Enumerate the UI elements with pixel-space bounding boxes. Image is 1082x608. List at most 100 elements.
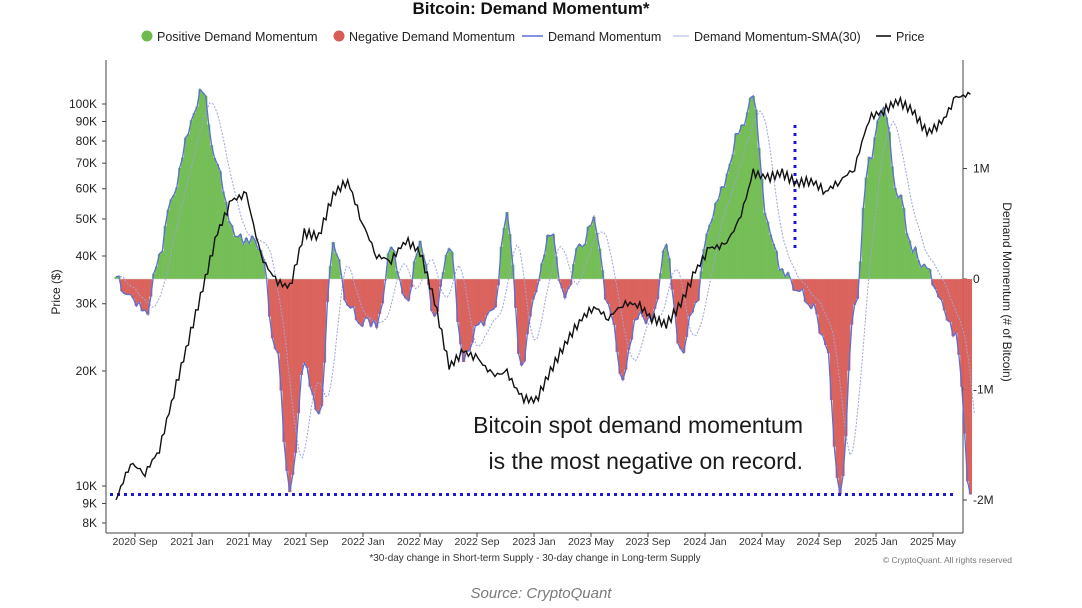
positive-momentum-bar [780,268,784,279]
positive-momentum-bar [902,208,906,279]
negative-momentum-bar [963,279,967,434]
positive-momentum-bar [766,221,770,279]
x-tick-label: 2025 May [910,536,957,548]
negative-momentum-bar [123,279,127,294]
demand-momentum-chart: Bitcoin: Demand Momentum* Positive Deman… [49,0,1014,565]
negative-momentum-bar [140,279,144,311]
negative-momentum-bar [960,279,964,387]
x-tick-label: 2023 May [568,536,615,548]
negative-momentum-bar [829,279,834,400]
negative-momentum-bar [311,279,315,395]
negative-momentum-bar [560,279,564,289]
positive-momentum-bar [233,236,237,279]
positive-momentum-bar [928,269,932,279]
legend-label-negative: Negative Demand Momentum [349,30,515,44]
positive-momentum-bar [154,266,159,279]
positive-momentum-bar [728,163,732,279]
positive-momentum-bar [250,235,254,279]
positive-momentum-bar [702,248,706,279]
positive-momentum-bar [664,244,668,279]
negative-momentum-bar [693,279,697,304]
positive-momentum-bar [189,120,193,280]
source-caption: Source: CryptoQuant [470,585,612,602]
negative-momentum-bar [134,279,138,307]
positive-momentum-bar [230,225,234,279]
negative-momentum-bar [404,279,408,299]
negative-momentum-bar [936,279,941,298]
positive-momentum-bar [661,250,666,279]
positive-momentum-bar [925,268,929,279]
positive-momentum-bar [864,177,868,279]
negative-momentum-bar [406,279,411,301]
negative-momentum-bar [131,279,135,299]
positive-momentum-bar [172,195,176,279]
left-tick-label: 60K [76,182,97,196]
positive-momentum-bar [919,267,923,279]
positive-momentum-bar [719,186,723,279]
negative-momentum-bar [372,279,376,321]
negative-momentum-bar [806,279,810,305]
negative-momentum-bar [459,279,463,345]
positive-momentum-bar [543,254,547,279]
negative-momentum-bar [682,279,686,353]
negative-momentum-bar [522,279,526,362]
positive-momentum-bar [209,145,214,279]
positive-momentum-bar [201,92,205,279]
positive-momentum-bar [415,253,419,279]
x-tick-label: 2024 Sep [797,536,842,548]
negative-momentum-bar [656,279,660,300]
negative-momentum-bar [302,279,306,363]
right-axis-label: Demand Momentum (# of Bitcoin) [1000,202,1014,381]
negative-momentum-bar [349,279,353,309]
negative-momentum-bar [644,279,648,324]
positive-momentum-bar [204,95,208,279]
positive-momentum-bar [708,224,712,279]
left-tick-label: 40K [76,249,97,263]
positive-momentum-bar [551,234,555,279]
negative-momentum-bar [803,279,807,302]
positive-momentum-bar [236,236,240,279]
positive-momentum-bar [908,240,912,279]
negative-momentum-bar [948,279,952,323]
positive-momentum-bar [899,195,903,279]
positive-momentum-bar [873,137,877,279]
positive-momentum-bar [499,246,503,279]
negative-momentum-bar [430,279,434,311]
positive-momentum-bar [740,124,744,279]
positive-momentum-bar [198,89,202,279]
positive-momentum-bar [722,187,726,279]
annotation-line-2: is the most negative on record. [489,448,804,474]
positive-momentum-bar [186,133,191,279]
positive-momentum-bar [867,157,871,279]
legend: Positive Demand Momentum Negative Demand… [141,30,925,44]
negative-momentum-bar [821,279,825,336]
negative-momentum-bar [125,279,130,295]
right-tick-label: -1M [973,383,994,397]
positive-momentum-bar [763,212,767,279]
positive-momentum-bar [870,158,874,279]
negative-momentum-bar [267,279,272,317]
negative-momentum-bar [687,279,692,317]
positive-momentum-bar [777,270,781,279]
positive-momentum-bar [725,173,729,279]
negative-momentum-bar [624,279,628,370]
left-tick-label: 70K [76,156,97,170]
negative-momentum-bar [957,279,961,355]
negative-momentum-bar [673,279,677,314]
x-tick-label: 2022 Sep [455,536,500,548]
positive-momentum-bar [212,157,217,279]
x-axis-ticks: 2020 Sep 2021 Jan 2021 May 2021 Sep 2022 Jan… [113,533,957,548]
x-tick-label: 2023 Jan [512,536,555,548]
x-tick-label: 2020 Sep [113,536,158,548]
positive-momentum-bar [221,191,225,279]
negative-momentum-bar [288,279,292,493]
positive-momentum-bar [447,248,451,279]
negative-momentum-bar [282,279,286,442]
negative-momentum-bar [473,279,477,326]
negative-momentum-bar [308,279,312,387]
negative-momentum-bar [470,279,474,343]
positive-momentum-bar [771,243,776,279]
momentum-bars [114,89,973,495]
positive-momentum-bar [386,253,390,279]
negative-momentum-bar [563,279,567,298]
